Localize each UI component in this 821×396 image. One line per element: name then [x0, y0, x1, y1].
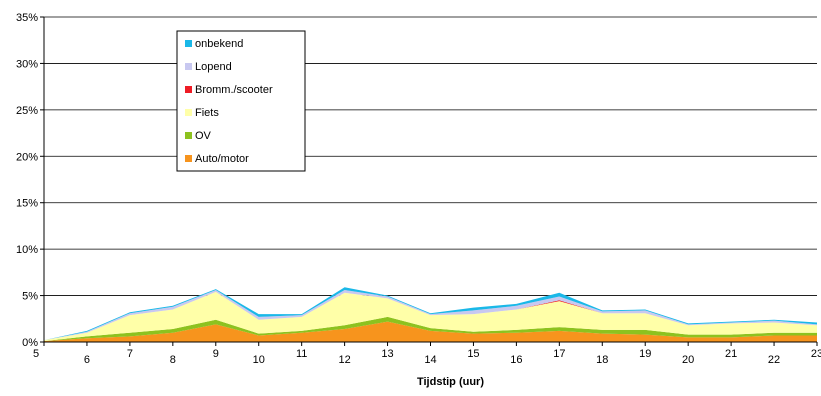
x-tick-label: 11 [296, 348, 307, 360]
x-tick-label: 16 [510, 354, 522, 366]
x-tick-label: 18 [596, 354, 608, 366]
legend-label-ov: OV [195, 130, 212, 142]
x-tick-label: 8 [170, 354, 176, 366]
x-tick-label: 15 [467, 348, 479, 360]
x-tick-label: 21 [725, 348, 737, 360]
y-tick-label: 35% [16, 12, 38, 24]
x-tick-label: 19 [639, 348, 651, 360]
area-series [44, 287, 817, 342]
x-tick-label: 23 [811, 348, 821, 360]
area-auto-motor [44, 321, 817, 342]
x-tick-label: 13 [381, 348, 393, 360]
x-tick-label: 22 [768, 354, 780, 366]
legend-label-fiets: Fiets [195, 107, 219, 119]
x-tick-label: 17 [553, 348, 565, 360]
y-tick-label: 5% [22, 291, 38, 303]
area-lopend [44, 290, 817, 341]
area-ov [44, 316, 817, 342]
legend-swatch-lopend [185, 63, 192, 70]
x-tick-label: 10 [253, 354, 265, 366]
y-tick-label: 10% [16, 244, 38, 256]
x-tick-label: 7 [127, 348, 133, 360]
axes: 0% 5% 10% 15% 20% 25% 30% 35% 5 6 7 8 9 10 11 12 13 14 15 1… [16, 12, 821, 366]
legend-swatch-ov [185, 132, 192, 139]
area-fiets [44, 291, 817, 342]
area-onbekend [44, 287, 817, 341]
legend-swatch-onbekend [185, 40, 192, 47]
y-tick-label: 15% [16, 198, 38, 210]
legend-box [176, 30, 306, 172]
legend-swatch-bromm-scooter [185, 86, 192, 93]
legend-label-onbekend: onbekend [195, 38, 243, 50]
y-tick-label: 30% [16, 58, 38, 70]
legend-label-auto-motor: Auto/motor [195, 153, 249, 165]
x-axis-title: Tijdstip (uur) [417, 376, 484, 388]
legend-swatch-auto-motor [185, 155, 192, 162]
x-tick-label: 20 [682, 354, 694, 366]
legend-swatch-fiets [185, 109, 192, 116]
x-tick-label: 12 [338, 354, 350, 366]
y-tick-label: 0% [22, 337, 38, 349]
gridlines [44, 16, 817, 296]
legend: onbekend Lopend Bromm./scooter Fiets OV Auto/… [176, 30, 306, 172]
legend-label-lopend: Lopend [195, 61, 232, 73]
y-tick-label: 25% [16, 105, 38, 117]
x-tick-label: 14 [424, 354, 436, 366]
x-tick-label: 5 [33, 348, 39, 360]
y-tick-label: 20% [16, 151, 38, 163]
x-tick-label: 9 [213, 348, 219, 360]
x-tick-label: 6 [84, 354, 90, 366]
legend-label-bromm-scooter: Bromm./scooter [195, 84, 273, 96]
